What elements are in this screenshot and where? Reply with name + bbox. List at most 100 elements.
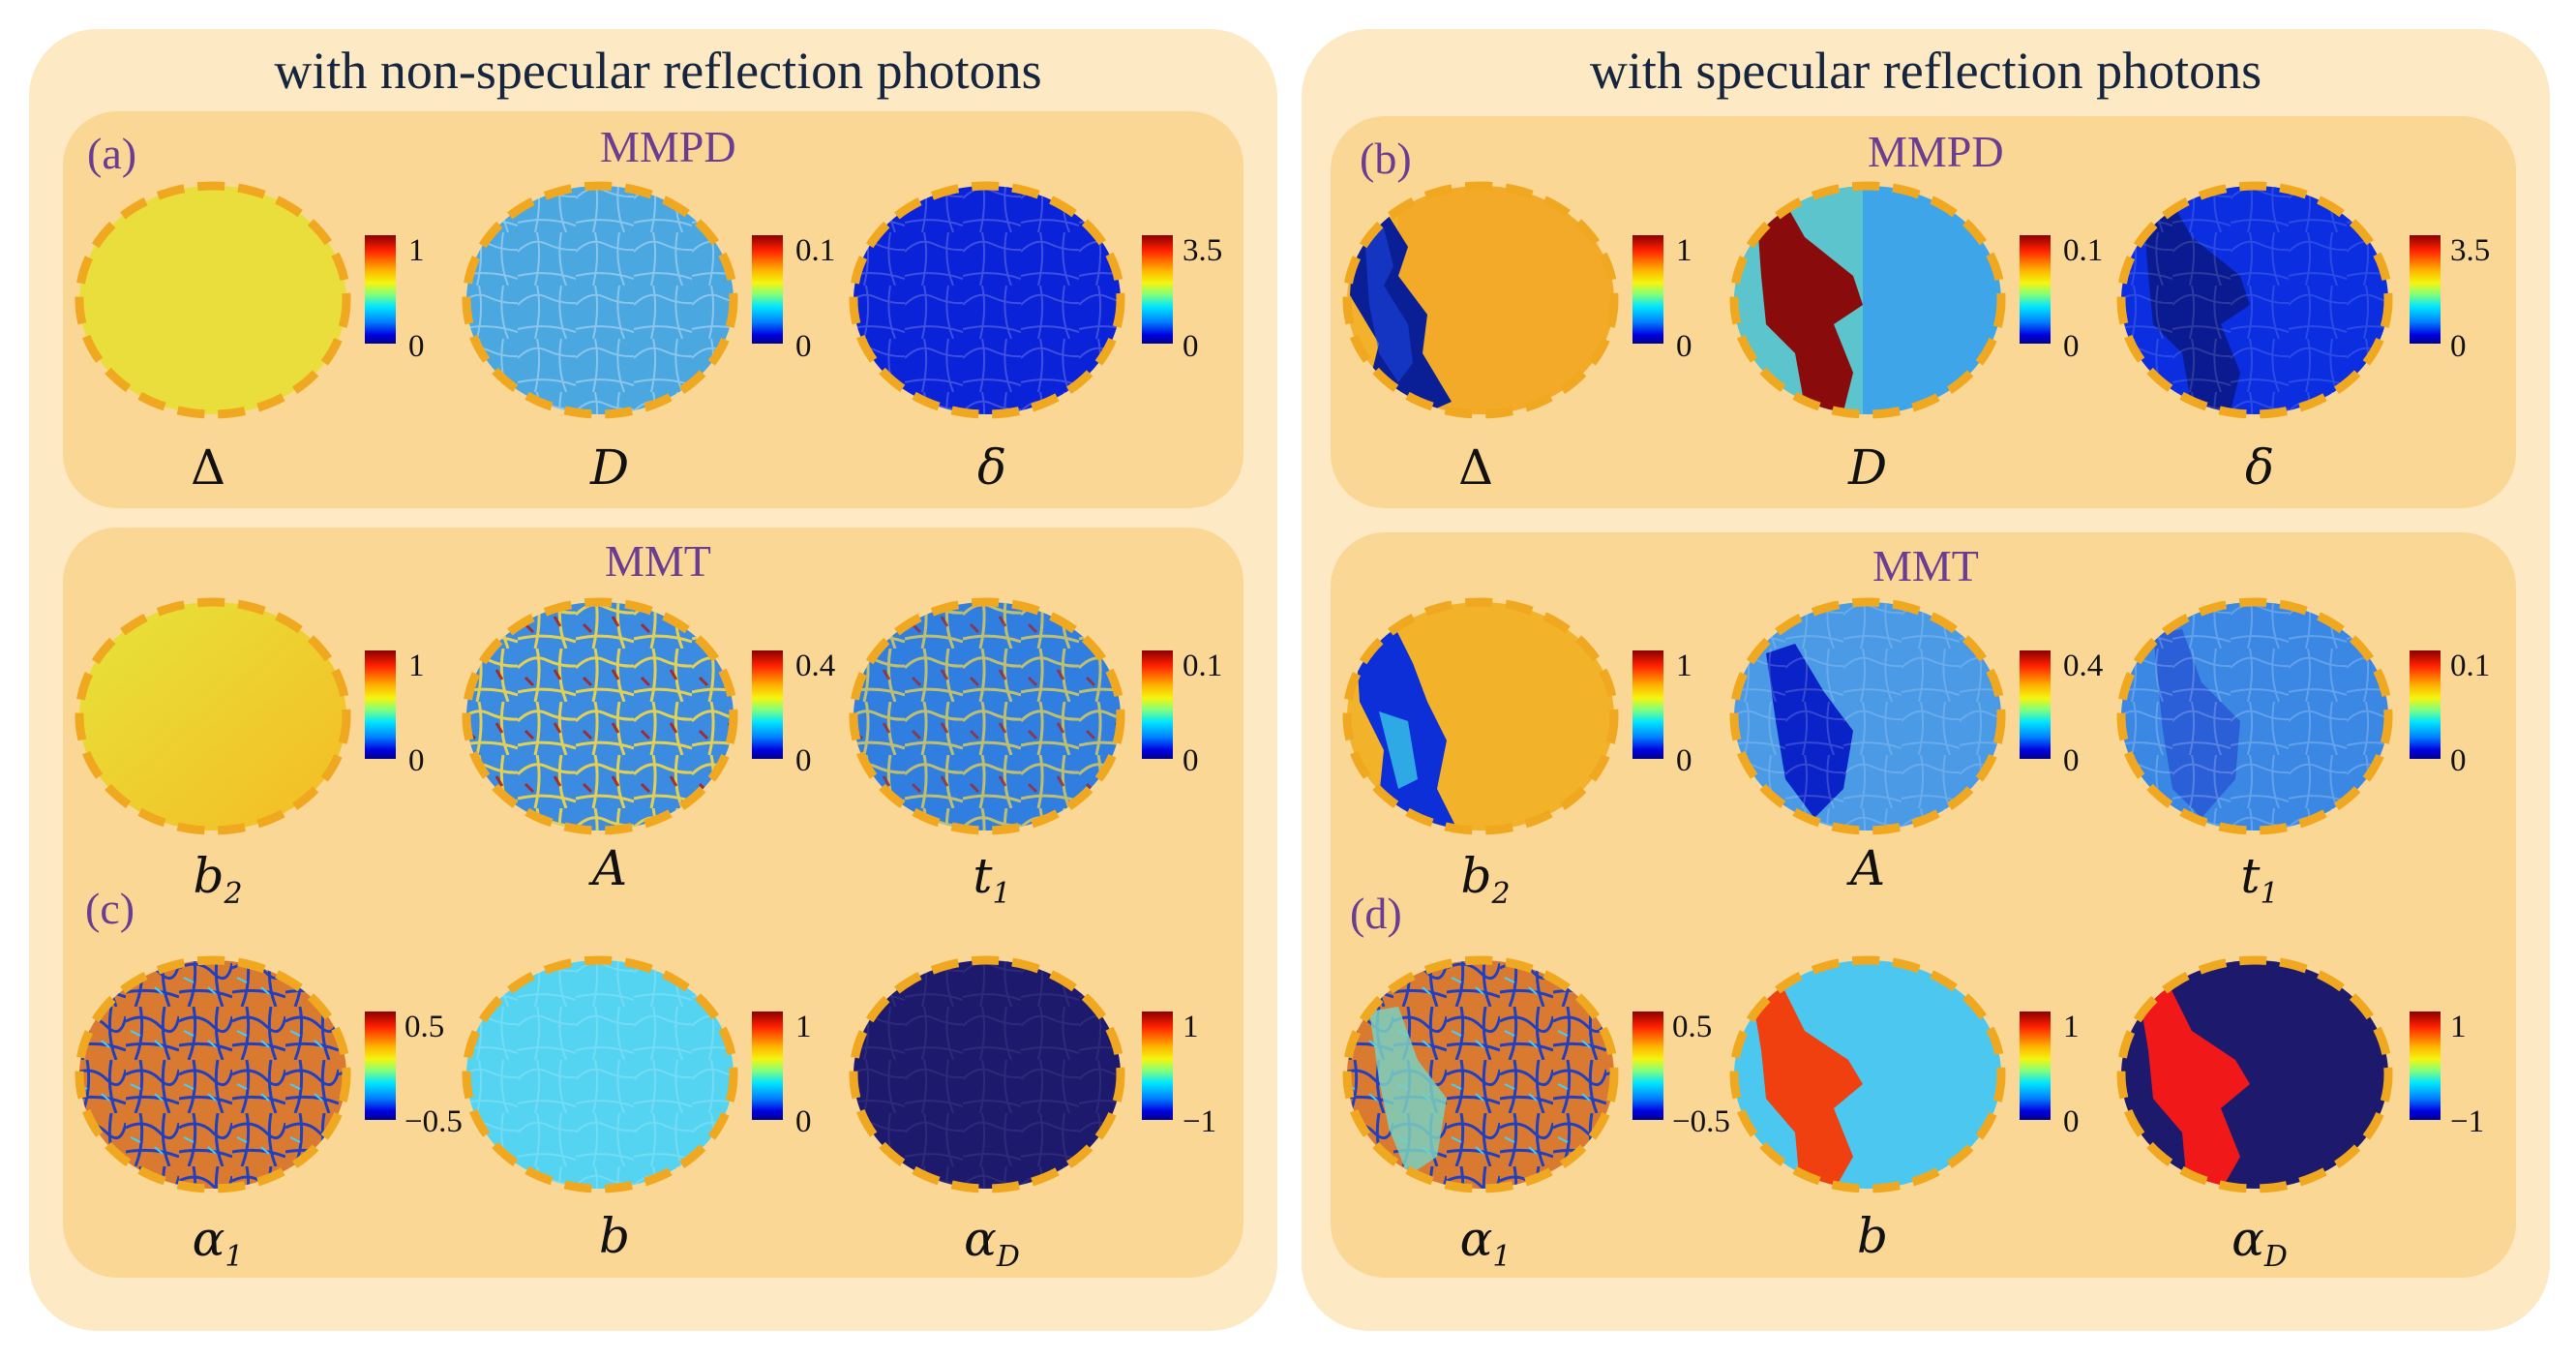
panel-label-c: (c) <box>85 884 135 933</box>
tick-min: 0 <box>2063 329 2080 364</box>
tick-max: 0.1 <box>1183 649 1223 683</box>
colorbar-left-b2 <box>365 650 396 759</box>
tick-min: −0.5 <box>404 1104 463 1139</box>
right-title: with specular reflection photons <box>1589 42 2262 100</box>
colorbar-right-b2 <box>1632 650 1663 759</box>
map-left-D <box>460 179 740 421</box>
panel-label-d: (d) <box>1350 889 1402 938</box>
symbol-b2: b2 <box>1460 848 1511 911</box>
map-right-A <box>1727 595 2008 837</box>
tick-max: 0.4 <box>795 649 836 683</box>
map-left-alphaD <box>847 953 1127 1195</box>
tick-min: −1 <box>1183 1104 1217 1139</box>
symbol-A: A <box>591 840 628 896</box>
tick-max: 1 <box>795 1010 812 1044</box>
colorbar-right-b <box>2020 1012 2051 1120</box>
left-title: with non-specular reflection photons <box>274 42 1042 100</box>
symbol-b2: b2 <box>193 848 243 911</box>
tick-min: 0 <box>795 329 812 364</box>
tick-max: 1 <box>1676 649 1692 683</box>
symbol-b: b <box>598 1208 630 1264</box>
tick-min: 0 <box>2063 743 2080 778</box>
map-right-Delta <box>1340 179 1621 421</box>
colorbar-right-A <box>2020 650 2051 759</box>
tick-max: 1 <box>2063 1010 2080 1044</box>
tick-max: 1 <box>408 233 425 268</box>
map-left-b2 <box>73 595 353 837</box>
tick-min: 0 <box>2063 1104 2080 1139</box>
tick-min: 0 <box>1676 329 1692 364</box>
colorbar-right-alphaD <box>2410 1012 2441 1120</box>
tick-min: 0 <box>795 1104 812 1139</box>
symbol-alphaD: αD <box>2232 1211 2288 1274</box>
tick-max: 1 <box>2450 1010 2467 1044</box>
panel-label-a: (a) <box>87 129 137 178</box>
tick-min: 0 <box>408 329 425 364</box>
panel-label-b: (b) <box>1360 134 1412 183</box>
symbol-b: b <box>1856 1208 1888 1264</box>
tick-min: −0.5 <box>1672 1104 1730 1139</box>
colorbar-right-t1 <box>2410 650 2441 759</box>
tick-min: 0 <box>1183 743 1199 778</box>
colorbar-right-Delta <box>1632 235 1663 344</box>
tick-max: 1 <box>1676 233 1692 268</box>
tick-min: −1 <box>2450 1104 2485 1139</box>
symbol-D: D <box>589 439 630 496</box>
symbol-alpha1: α1 <box>192 1211 244 1274</box>
tick-min: 0 <box>408 743 425 778</box>
tick-max: 0.4 <box>2063 649 2104 683</box>
symbol-alphaD: αD <box>964 1211 1020 1274</box>
colorbar-left-alphaD <box>1142 1012 1173 1120</box>
tick-min: 0 <box>2450 743 2467 778</box>
map-left-b <box>460 953 740 1195</box>
tick-max: 1 <box>408 649 425 683</box>
symbol-alpha1: α1 <box>1459 1211 1512 1274</box>
tick-max: 0.5 <box>404 1010 445 1044</box>
symbol-delta: δ <box>2244 439 2275 496</box>
colorbar-left-D <box>752 235 783 344</box>
right-mmt-label: MMT <box>1872 541 1979 590</box>
tick-max: 0.1 <box>2450 649 2491 683</box>
tick-max: 0.5 <box>1672 1010 1713 1044</box>
tick-min: 0 <box>1183 329 1199 364</box>
colorbar-left-A <box>752 650 783 759</box>
colorbar-left-Delta <box>365 235 396 344</box>
colorbar-left-alpha1 <box>365 1012 396 1120</box>
left-mmt-label: MMT <box>605 536 711 586</box>
tick-max: 3.5 <box>1183 233 1223 268</box>
tick-max: 1 <box>1183 1010 1199 1044</box>
map-right-t1 <box>2114 595 2395 837</box>
map-left-t1 <box>847 595 1127 837</box>
symbol-D: D <box>1847 439 1888 496</box>
map-right-alpha1 <box>1340 953 1621 1195</box>
colorbar-left-t1 <box>1142 650 1173 759</box>
tick-min: 0 <box>1676 743 1692 778</box>
colorbar-right-alpha1 <box>1632 1012 1663 1120</box>
map-right-alphaD <box>2114 953 2395 1195</box>
symbol-delta: δ <box>976 439 1007 496</box>
colorbar-left-delta <box>1142 235 1173 344</box>
map-left-delta <box>847 179 1127 421</box>
symbol-Delta: Δ <box>1457 439 1494 496</box>
tick-min: 0 <box>2450 329 2467 364</box>
left-mmpd-label: MMPD <box>600 122 736 171</box>
map-right-b <box>1727 953 2008 1195</box>
symbol-A: A <box>1849 840 1886 896</box>
map-left-Delta <box>73 179 353 421</box>
map-left-A <box>460 595 740 837</box>
symbol-Delta: Δ <box>190 439 226 496</box>
tick-min: 0 <box>795 743 812 778</box>
right-mmpd-label: MMPD <box>1868 127 2004 176</box>
symbol-t1: t1 <box>973 848 1011 911</box>
tick-max: 3.5 <box>2450 233 2491 268</box>
colorbar-right-delta <box>2410 235 2441 344</box>
colorbar-right-D <box>2020 235 2051 344</box>
map-right-D <box>1727 179 2008 421</box>
tick-max: 0.1 <box>795 233 836 268</box>
colorbar-left-b <box>752 1012 783 1120</box>
map-right-b2 <box>1340 595 1621 837</box>
map-left-alpha1 <box>73 953 353 1195</box>
tick-max: 0.1 <box>2063 233 2104 268</box>
symbol-t1: t1 <box>2240 848 2279 911</box>
map-right-delta <box>2114 179 2395 421</box>
